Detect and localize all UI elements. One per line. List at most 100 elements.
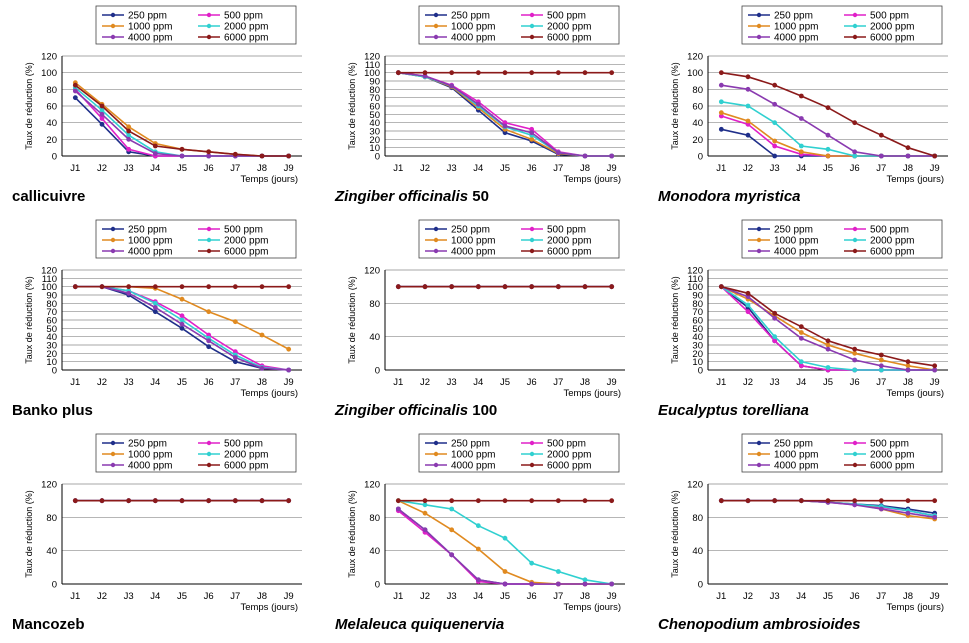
data-point [718, 110, 724, 116]
data-point [422, 284, 428, 290]
y-tick-label: 80 [46, 299, 57, 310]
data-point [582, 498, 588, 504]
y-tick-label: 110 [42, 274, 57, 285]
data-point [555, 569, 561, 574]
y-tick-label: 20 [46, 349, 57, 360]
y-tick-label: 100 [41, 282, 57, 293]
y-tick-label: 10 [46, 357, 57, 368]
x-tick-label: J9 [284, 591, 294, 602]
y-tick-label: 120 [41, 266, 57, 277]
data-point [152, 309, 158, 315]
legend-marker [852, 34, 858, 40]
x-tick-label: J7 [230, 377, 240, 388]
legend-marker [206, 451, 212, 457]
data-point [852, 153, 858, 159]
chart-panel: 250 ppm 500 ppm 1000 ppm 2000 ppm 4000 ppm 60… [0, 0, 323, 214]
data-point [502, 123, 508, 129]
data-point [852, 350, 858, 356]
data-point [232, 349, 238, 355]
y-tick-label: 60 [46, 102, 57, 113]
legend-marker [529, 451, 535, 457]
data-point [772, 153, 778, 159]
legend-label: 2000 ppm [224, 236, 268, 247]
chart-caption-text: Eucalyptus torelliana [658, 402, 809, 419]
data-point [798, 93, 804, 99]
x-axis-label: Temps (jours) [886, 174, 944, 185]
chart-caption: Monodora myristica [658, 188, 801, 205]
x-tick-label: J2 [97, 163, 107, 174]
chart-caption-text: Mancozeb [12, 616, 85, 633]
legend-marker [529, 462, 535, 468]
y-tick-label: 0 [52, 152, 57, 163]
y-tick-label: 120 [687, 480, 703, 491]
legend-label: 6000 ppm [224, 461, 268, 472]
legend-label: 6000 ppm [547, 33, 591, 44]
x-tick-label: J1 [70, 591, 80, 602]
legend: 250 ppm 500 ppm 1000 ppm 2000 ppm 4000 ppm 60… [741, 219, 943, 259]
x-tick-label: J4 [150, 377, 160, 388]
y-tick-label: 0 [52, 366, 57, 377]
x-axis-label: Temps (jours) [563, 388, 621, 399]
legend-label: 250 ppm [774, 439, 813, 450]
x-tick-label: J1 [716, 163, 726, 174]
legend-marker [433, 226, 439, 232]
legend-label: 2000 ppm [547, 22, 591, 33]
chart-caption: Melaleuca quiquenervia [335, 616, 504, 633]
legend-label: 1000 ppm [774, 22, 818, 33]
x-tick-label: J1 [70, 163, 80, 174]
y-tick-label: 40 [46, 118, 57, 129]
data-point [852, 149, 858, 155]
data-point [529, 130, 535, 136]
data-point [878, 153, 884, 159]
data-point [745, 309, 751, 315]
data-point [529, 284, 535, 290]
data-point [126, 498, 132, 504]
data-point [609, 284, 615, 290]
data-point [529, 498, 535, 504]
data-point [286, 153, 292, 159]
x-tick-label: J4 [150, 591, 160, 602]
legend-label: 250 ppm [128, 11, 167, 22]
x-tick-label: J9 [284, 163, 294, 174]
data-point [126, 128, 132, 134]
data-point [745, 132, 751, 138]
legend-marker [852, 248, 858, 254]
data-point [852, 498, 858, 504]
data-point [286, 498, 292, 504]
chart-caption: callicuivre [12, 188, 85, 205]
data-point [449, 552, 455, 558]
x-axis-label: Temps (jours) [886, 388, 944, 399]
legend-label: 4000 ppm [128, 33, 172, 44]
data-point [126, 284, 132, 290]
y-tick-label: 120 [687, 52, 703, 63]
chart-caption: Zingiber officinalis 50 [335, 188, 489, 205]
legend-marker [110, 226, 116, 232]
x-tick-label: J8 [257, 591, 267, 602]
data-point [449, 83, 455, 89]
data-point [475, 284, 481, 290]
y-tick-label: 120 [364, 52, 380, 63]
data-point [475, 70, 481, 76]
legend-label: 4000 ppm [774, 247, 818, 258]
x-tick-label: J5 [823, 377, 833, 388]
y-axis-label: Taux de réduction (%) [347, 490, 357, 578]
x-tick-label: J8 [257, 163, 267, 174]
data-point [852, 367, 858, 373]
chart-caption: Chenopodium ambrosioides [658, 616, 861, 633]
legend-label: 500 ppm [870, 225, 909, 236]
legend: 250 ppm 500 ppm 1000 ppm 2000 ppm 4000 ppm 60… [741, 433, 943, 473]
legend-label: 6000 ppm [224, 33, 268, 44]
data-point [126, 124, 132, 130]
x-tick-label: J6 [204, 377, 214, 388]
chart-caption-text: Banko plus [12, 402, 93, 419]
legend: 250 ppm 500 ppm 1000 ppm 2000 ppm 4000 ppm 60… [418, 5, 620, 45]
x-tick-label: J1 [716, 377, 726, 388]
x-tick-label: J4 [796, 591, 806, 602]
y-tick-label: 50 [369, 110, 380, 121]
x-tick-label: J2 [743, 377, 753, 388]
data-point [555, 581, 561, 587]
legend-frame [418, 219, 620, 259]
data-point [99, 103, 105, 109]
data-point [745, 498, 751, 504]
